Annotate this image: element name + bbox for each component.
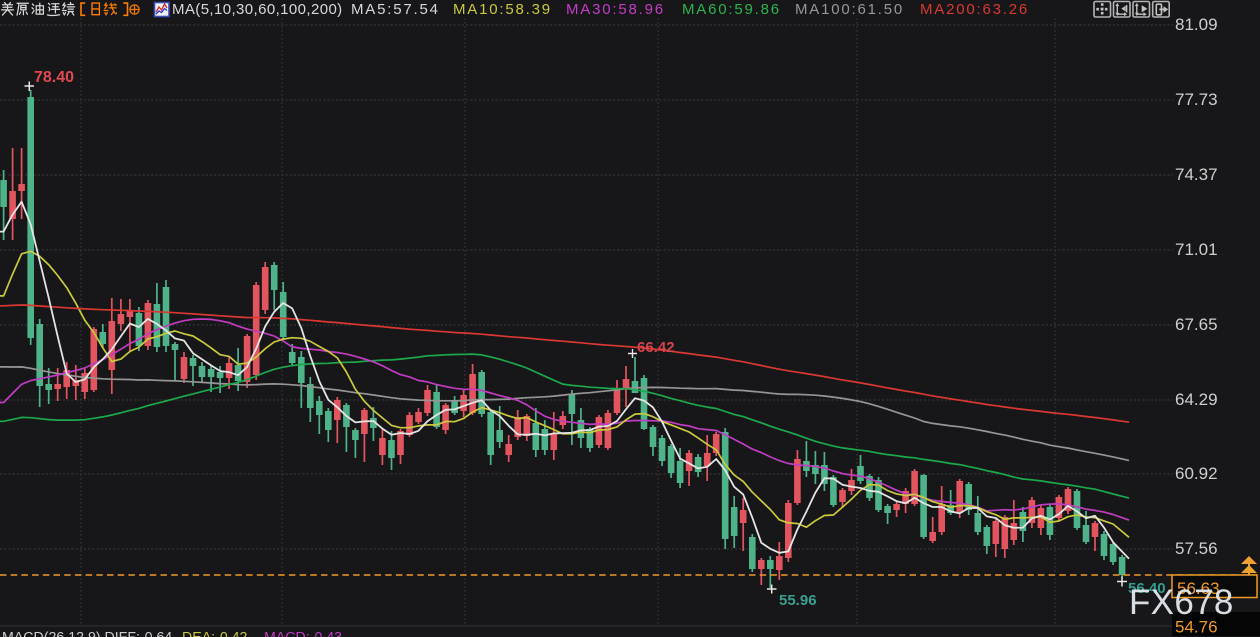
svg-text:54.76: 54.76	[1175, 618, 1218, 637]
svg-text:78.40: 78.40	[34, 69, 74, 86]
svg-text:55.96: 55.96	[779, 592, 817, 609]
svg-text:MA30:58.96: MA30:58.96	[566, 1, 665, 18]
svg-text:57.56: 57.56	[1175, 539, 1218, 558]
svg-text:MA200:63.26: MA200:63.26	[920, 1, 1029, 18]
svg-text:MA10:58.39: MA10:58.39	[453, 1, 552, 18]
svg-text:74.37: 74.37	[1175, 165, 1218, 184]
svg-text:81.09: 81.09	[1175, 15, 1218, 34]
svg-text:MA5:57.54: MA5:57.54	[351, 1, 440, 18]
svg-text:66.42: 66.42	[637, 339, 675, 356]
svg-text:56.40: 56.40	[1128, 580, 1166, 597]
svg-text:DEA:-0.42: DEA:-0.42	[182, 630, 248, 637]
svg-text:MA(5,10,30,60,100,200): MA(5,10,30,60,100,200)	[172, 1, 343, 18]
svg-text:67.65: 67.65	[1175, 315, 1218, 334]
svg-text:MACD(26,12,9) DIFF:-0.64: MACD(26,12,9) DIFF:-0.64	[2, 630, 172, 637]
svg-text:MACD:-0.43: MACD:-0.43	[264, 630, 342, 637]
svg-text:56.63: 56.63	[1177, 579, 1220, 598]
svg-text:71.01: 71.01	[1175, 240, 1218, 259]
svg-text:MA60:59.86: MA60:59.86	[682, 1, 781, 18]
svg-text:MA100:61.50: MA100:61.50	[795, 1, 904, 18]
svg-text:FX678: FX678	[1129, 583, 1234, 622]
svg-text:77.73: 77.73	[1175, 90, 1218, 109]
svg-text:64.29: 64.29	[1175, 390, 1218, 409]
svg-text:60.92: 60.92	[1175, 464, 1218, 483]
